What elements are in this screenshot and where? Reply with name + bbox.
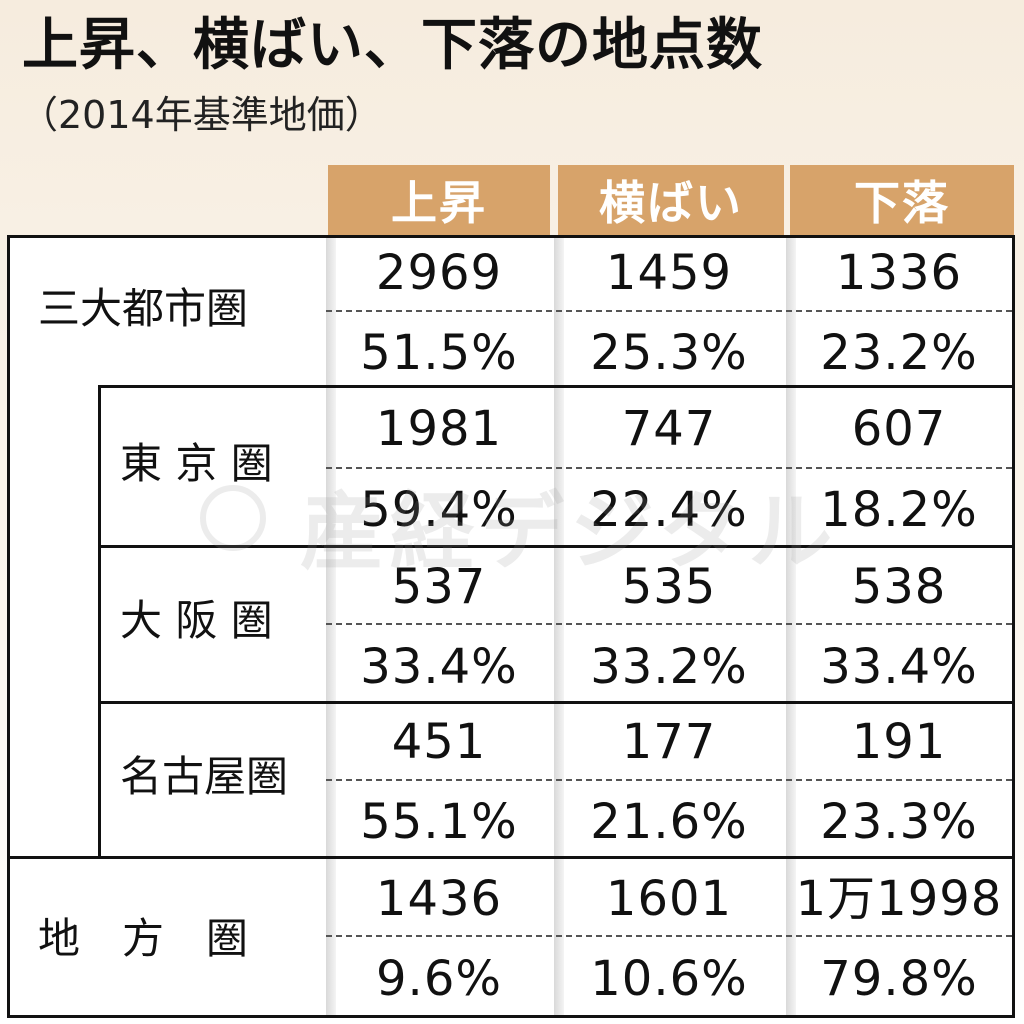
row-divider (98, 385, 1012, 388)
cell-tokyo-flat-count: 747 (621, 401, 717, 457)
cell-tokyo-fall-share: 18.2% (820, 482, 978, 538)
cell-three-metro-rise-count: 2969 (375, 245, 503, 301)
column-header-flat: 横ばい (558, 165, 784, 235)
row-divider (98, 545, 1012, 548)
dashed-divider (326, 310, 1012, 312)
row-label-osaka: 大 阪 圏 (120, 596, 273, 645)
cell-regional-flat-share: 10.6% (590, 951, 748, 1007)
cell-regional-flat-count: 1601 (605, 871, 733, 927)
cell-osaka-fall-count: 538 (851, 559, 947, 615)
cell-nagoya-rise-count: 451 (391, 714, 487, 770)
row-divider (10, 856, 1012, 859)
cell-regional-fall-count: 1万1998 (795, 871, 1003, 927)
dashed-divider (326, 467, 1012, 469)
cell-three-metro-fall-count: 1336 (835, 245, 963, 301)
page-subtitle: （2014年基準地価） (20, 93, 383, 137)
page-title: 上昇、横ばい、下落の地点数 (22, 13, 763, 78)
column-divider (554, 238, 564, 1015)
cell-tokyo-fall-count: 607 (851, 401, 947, 457)
data-table: 三大都市圏 東 京 圏 大 阪 圏 名古屋圏 地 方 圏 2969 1459 1… (7, 235, 1015, 1018)
row-label-regional: 地 方 圏 (38, 914, 249, 963)
cell-tokyo-rise-share: 59.4% (360, 482, 518, 538)
cell-nagoya-flat-count: 177 (621, 714, 717, 770)
cell-nagoya-fall-share: 23.3% (820, 794, 978, 850)
cell-regional-rise-share: 9.6% (376, 951, 502, 1007)
column-divider (326, 238, 336, 1015)
dashed-divider (326, 935, 1012, 937)
cell-three-metro-fall-share: 23.2% (820, 325, 978, 381)
row-label-tokyo: 東 京 圏 (120, 439, 273, 488)
column-header-rise: 上昇 (328, 165, 550, 235)
row-divider (98, 701, 1012, 704)
row-label-nagoya: 名古屋圏 (120, 752, 289, 801)
cell-osaka-flat-share: 33.2% (590, 639, 748, 695)
dashed-divider (326, 623, 1012, 625)
cell-osaka-fall-share: 33.4% (820, 639, 978, 695)
cell-osaka-flat-count: 535 (621, 559, 717, 615)
cell-three-metro-rise-share: 51.5% (360, 325, 518, 381)
cell-three-metro-flat-count: 1459 (605, 245, 733, 301)
watermark-logo-icon (200, 485, 266, 551)
cell-three-metro-flat-share: 25.3% (590, 325, 748, 381)
cell-tokyo-rise-count: 1981 (375, 401, 503, 457)
cell-osaka-rise-share: 33.4% (360, 639, 518, 695)
cell-regional-fall-share: 79.8% (820, 951, 978, 1007)
cell-nagoya-flat-share: 21.6% (590, 794, 748, 850)
cell-tokyo-flat-share: 22.4% (590, 482, 748, 538)
column-divider (786, 238, 796, 1015)
cell-regional-rise-count: 1436 (375, 871, 503, 927)
cell-osaka-rise-count: 537 (391, 559, 487, 615)
column-header-fall: 下落 (790, 165, 1014, 235)
row-label-three-metro: 三大都市圏 (38, 284, 249, 333)
cell-nagoya-fall-count: 191 (851, 714, 947, 770)
sub-region-bracket (98, 385, 101, 856)
dashed-divider (326, 779, 1012, 781)
cell-nagoya-rise-share: 55.1% (360, 794, 518, 850)
